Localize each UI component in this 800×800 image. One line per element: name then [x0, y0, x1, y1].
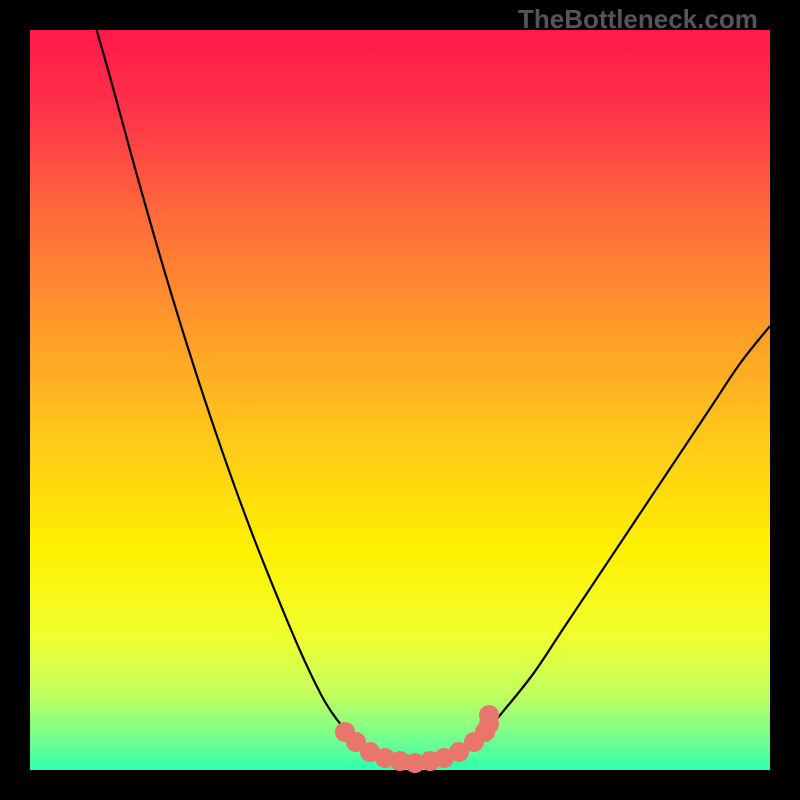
data-marker: [479, 705, 499, 725]
plot-area: [30, 30, 770, 770]
chart-container: TheBottleneck.com: [0, 0, 800, 800]
bottleneck-curve: [97, 30, 770, 763]
watermark-text: TheBottleneck.com: [518, 4, 758, 35]
curve-layer: [30, 30, 770, 770]
